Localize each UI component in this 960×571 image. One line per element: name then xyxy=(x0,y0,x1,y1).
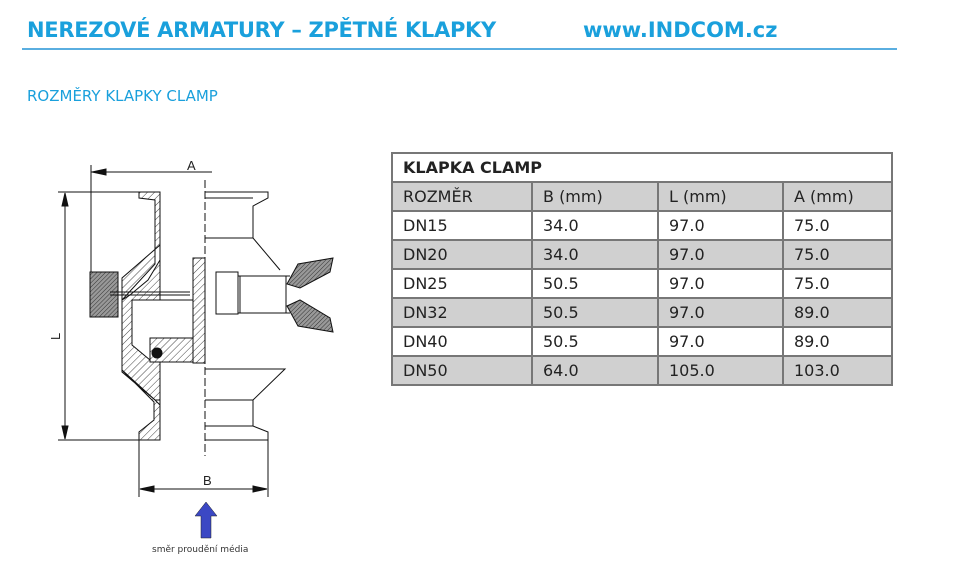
table-title: KLAPKA CLAMP xyxy=(391,152,893,183)
table-row: DN15 34.0 97.0 75.0 xyxy=(391,210,893,241)
table-row: DN32 50.5 97.0 89.0 xyxy=(391,297,893,328)
cell: 97.0 xyxy=(657,326,784,357)
cell: 89.0 xyxy=(782,326,893,357)
dimension-label-a: A xyxy=(187,158,196,173)
table-row: DN20 34.0 97.0 75.0 xyxy=(391,239,893,270)
cell: 64.0 xyxy=(531,355,659,386)
cell: 105.0 xyxy=(657,355,784,386)
cell: 34.0 xyxy=(531,239,659,270)
dimension-label-b: B xyxy=(203,473,212,488)
cell: DN25 xyxy=(391,268,533,299)
cell: DN50 xyxy=(391,355,533,386)
column-header: ROZMĚR xyxy=(391,181,533,212)
table-row: DN40 50.5 97.0 89.0 xyxy=(391,326,893,357)
cell: DN32 xyxy=(391,297,533,328)
cell: DN20 xyxy=(391,239,533,270)
cell: 75.0 xyxy=(782,210,893,241)
cell: 34.0 xyxy=(531,210,659,241)
cell: 97.0 xyxy=(657,239,784,270)
header-divider xyxy=(22,48,897,50)
table-row: DN50 64.0 105.0 103.0 xyxy=(391,355,893,386)
cell: 103.0 xyxy=(782,355,893,386)
table-header-row: ROZMĚR B (mm) L (mm) A (mm) xyxy=(391,181,893,212)
flow-direction-arrow-icon xyxy=(194,501,218,539)
cell: 97.0 xyxy=(657,210,784,241)
website-link[interactable]: www.INDCOM.cz xyxy=(583,18,778,42)
dimension-label-l: L xyxy=(48,333,63,340)
column-header: L (mm) xyxy=(657,181,784,212)
cell: 89.0 xyxy=(782,297,893,328)
cell: 50.5 xyxy=(531,268,659,299)
page-title: NEREZOVÉ ARMATURY – ZPĚTNÉ KLAPKY xyxy=(27,18,496,42)
column-header: B (mm) xyxy=(531,181,659,212)
cell: DN15 xyxy=(391,210,533,241)
table-row: DN25 50.5 97.0 75.0 xyxy=(391,268,893,299)
cell: 97.0 xyxy=(657,268,784,299)
cell: 75.0 xyxy=(782,239,893,270)
cell: 97.0 xyxy=(657,297,784,328)
cell: 50.5 xyxy=(531,297,659,328)
section-title: ROZMĚRY KLAPKY CLAMP xyxy=(27,87,218,105)
valve-technical-drawing: A L B xyxy=(48,158,334,539)
cell: 75.0 xyxy=(782,268,893,299)
flow-caption: směr proudění média xyxy=(152,545,249,555)
column-header: A (mm) xyxy=(782,181,893,212)
dimensions-table: KLAPKA CLAMP ROZMĚR B (mm) L (mm) A (mm)… xyxy=(391,152,893,386)
cell: DN40 xyxy=(391,326,533,357)
cell: 50.5 xyxy=(531,326,659,357)
